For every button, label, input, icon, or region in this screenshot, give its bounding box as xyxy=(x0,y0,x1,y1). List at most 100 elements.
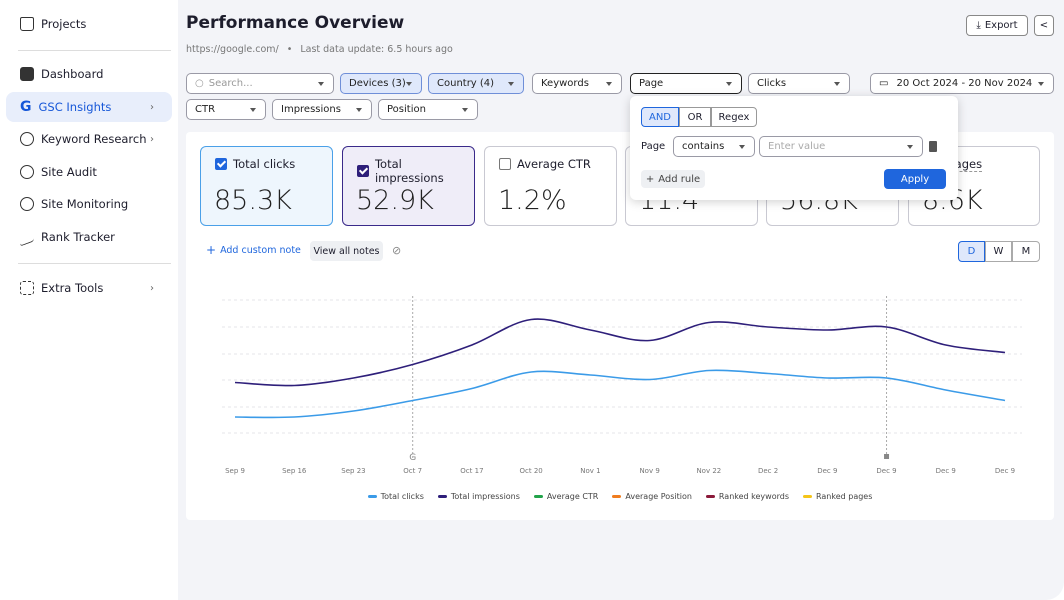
metric-card[interactable]: Average CTR 1.2% xyxy=(484,146,617,226)
legend-label: Ranked pages xyxy=(816,491,873,501)
export-button[interactable]: ⤓ Export xyxy=(966,15,1028,36)
x-tick-label: Oct 17 xyxy=(460,467,483,475)
legend: Total clicks Total impressions Average CTR… xyxy=(186,488,1054,504)
share-button[interactable]: < xyxy=(1034,15,1054,36)
filter[interactable]: Position xyxy=(378,99,478,120)
view-notes[interactable]: View all notes xyxy=(310,241,383,261)
filter[interactable]: Page xyxy=(630,73,742,94)
metric-label: Total impressions xyxy=(374,157,444,185)
sidebar: Projects Dashboard G GSC Insights › Keywor… xyxy=(0,0,178,600)
annotation: G xyxy=(409,453,416,463)
x-tick-label: Dec 9 xyxy=(936,467,956,475)
add-rule[interactable]: + Add rule xyxy=(641,170,705,188)
operator[interactable]: Regex xyxy=(711,107,757,127)
annotation-marker xyxy=(884,454,890,459)
legend-swatch xyxy=(705,494,715,498)
date-label: 20 Oct 2024 - 20 Nov 2024 xyxy=(896,78,1033,89)
legend-label: Total clicks xyxy=(380,491,424,501)
condition[interactable]: contains xyxy=(673,136,755,157)
x-tick-label: Dec 9 xyxy=(995,467,1015,475)
x-tick-label: Nov 1 xyxy=(580,467,600,475)
export-label: Export xyxy=(984,20,1018,31)
filter[interactable]: Keywords xyxy=(532,73,622,94)
search-box[interactable]: ○ Search... xyxy=(186,73,334,94)
filter-popover: AND OR Regex Page contains Enter value +… xyxy=(630,96,958,200)
x-tick-label: Nov 9 xyxy=(639,467,659,475)
x-tick-label: Sep 9 xyxy=(225,467,245,475)
legend-label: Average CTR xyxy=(546,491,599,501)
nav-item[interactable]: Extra Tools › xyxy=(6,273,172,303)
legend-swatch xyxy=(533,494,543,498)
legend-item[interactable]: Ranked keywords xyxy=(705,491,789,501)
x-tick-label: Sep 16 xyxy=(282,467,307,475)
filter[interactable]: Impressions xyxy=(272,99,372,120)
legend-item[interactable]: Ranked pages xyxy=(803,492,872,501)
legend-label: Average Position xyxy=(625,491,692,501)
filter[interactable]: Devices (3) xyxy=(340,73,422,94)
divider xyxy=(18,50,171,51)
operator[interactable]: OR xyxy=(679,107,711,127)
granularity[interactable]: D xyxy=(958,241,985,262)
nav-item[interactable]: Keyword Research › xyxy=(6,124,172,154)
x-tick-label: Nov 22 xyxy=(696,467,721,475)
series-line xyxy=(234,318,1006,387)
nav-item[interactable]: Dashboard xyxy=(6,59,172,89)
nav-label: Rank Tracker xyxy=(41,230,115,244)
x-tick-label: Oct 7 xyxy=(403,467,422,475)
x-tick-label: Sep 23 xyxy=(341,467,365,475)
nav-label: Keyword Research xyxy=(41,132,147,146)
apply-button[interactable]: Apply xyxy=(884,169,946,189)
nav-item[interactable]: G GSC Insights › xyxy=(6,92,172,122)
nav-item[interactable]: Rank Tracker xyxy=(6,222,172,252)
legend-swatch xyxy=(437,494,447,498)
x-tick-label: Dec 2 xyxy=(758,467,778,475)
separator: • xyxy=(286,44,293,55)
metric-value: 52.9K xyxy=(356,185,434,216)
legend-swatch xyxy=(612,494,622,498)
x-tick-label: Dec 9 xyxy=(817,467,837,475)
legend-item[interactable]: Average Position xyxy=(612,492,692,501)
metric-value: 1.2% xyxy=(498,185,567,216)
value-input[interactable]: Enter value xyxy=(759,136,923,157)
nav-item[interactable]: Site Audit xyxy=(6,157,172,187)
divider xyxy=(18,263,171,264)
nav-label: Site Monitoring xyxy=(41,197,129,211)
legend-item[interactable]: Average CTR xyxy=(533,491,599,501)
nav-item[interactable]: Projects xyxy=(6,9,172,39)
filter[interactable]: Clicks xyxy=(748,73,850,94)
subtitle: https://google.com/ • Last data update: 6.… xyxy=(186,44,453,55)
nav-label: Dashboard xyxy=(41,67,104,81)
hide-icon[interactable]: ⊘ xyxy=(392,244,402,257)
delete-icon[interactable] xyxy=(929,141,937,152)
add-note-label: Add custom note xyxy=(220,245,301,256)
url[interactable]: https://google.com/ xyxy=(186,44,279,55)
metric-value: 85.3K xyxy=(214,185,292,216)
metric-card[interactable]: Total clicks 85.3K xyxy=(200,146,333,226)
legend-item[interactable]: Total clicks xyxy=(367,491,424,501)
add-rule-label: Add rule xyxy=(658,173,701,185)
x-tick-label: Oct 20 xyxy=(520,467,543,475)
granularity[interactable]: W xyxy=(985,241,1012,262)
metric-label: Average CTR xyxy=(517,157,591,171)
placeholder: Enter value xyxy=(768,141,826,152)
nav-label: Extra Tools xyxy=(41,281,104,295)
granularity[interactable]: M xyxy=(1012,241,1040,262)
filter[interactable]: CTR xyxy=(186,99,266,120)
metric-card[interactable]: Total impressions 52.9K xyxy=(342,146,475,226)
add-note[interactable]: + Add custom note xyxy=(206,243,301,257)
operator[interactable]: AND xyxy=(641,107,679,127)
page-title: Performance Overview xyxy=(186,13,405,33)
date-range[interactable]: ▭ 20 Oct 2024 - 20 Nov 2024 xyxy=(870,73,1054,94)
filter[interactable]: Country (4) xyxy=(428,73,524,94)
field-label: Page xyxy=(641,141,666,152)
legend-item[interactable]: Total impressions xyxy=(437,491,520,501)
nav-item[interactable]: Site Monitoring xyxy=(6,189,172,219)
metric-label: Total clicks xyxy=(233,157,296,171)
nav-label: Projects xyxy=(41,17,87,31)
legend-label: Total impressions xyxy=(450,491,520,501)
legend-swatch xyxy=(367,494,377,498)
legend-label: Ranked keywords xyxy=(718,491,789,501)
nav-label: GSC Insights xyxy=(38,100,112,114)
